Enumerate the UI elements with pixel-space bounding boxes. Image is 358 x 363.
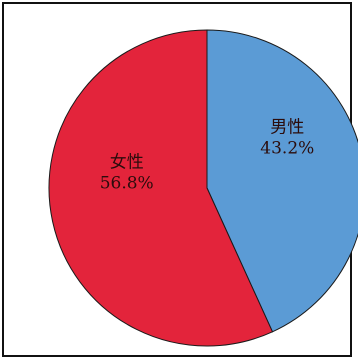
slice-name-label: 女性 [110, 152, 144, 172]
pie-slice-1 [206, 29, 358, 333]
slice-value-label: 56.8% [100, 173, 154, 193]
pie-slices [48, 29, 358, 347]
slice-value-label: 43.2% [260, 139, 314, 159]
slice-name-label: 男性 [270, 118, 304, 138]
pie-slice-2 [48, 29, 274, 347]
